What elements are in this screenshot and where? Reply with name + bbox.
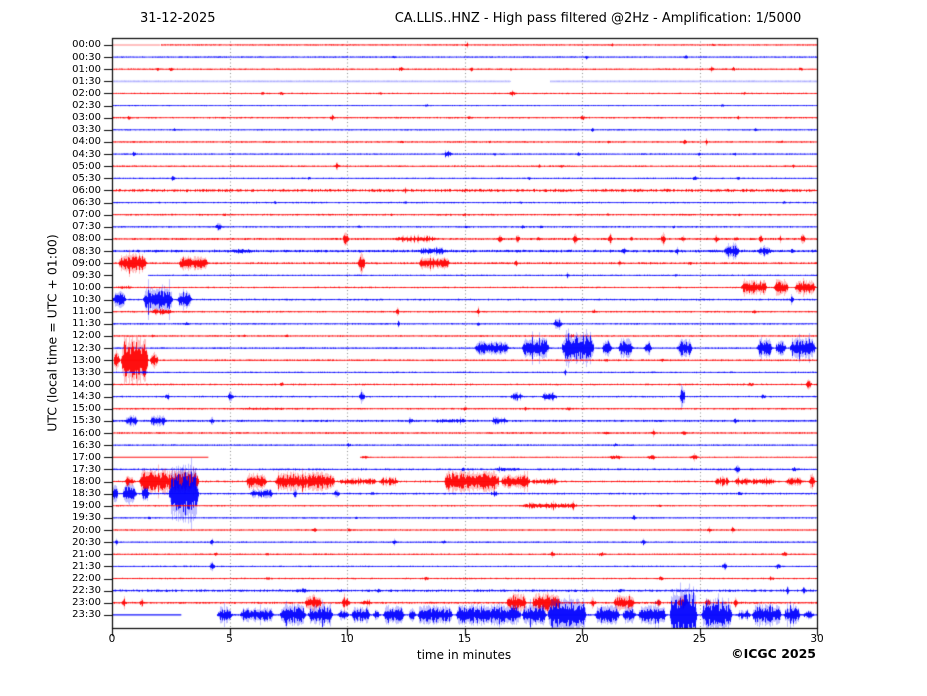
y-tick-label: 16:30	[72, 439, 101, 451]
y-tick-label: 17:30	[72, 463, 101, 475]
y-tick-label: 20:00	[72, 524, 101, 536]
y-tick-label: 19:00	[72, 500, 101, 512]
y-tick-label: 01:30	[72, 75, 101, 87]
copyright-label: ©ICGC 2025	[731, 646, 816, 661]
y-tick-label: 14:00	[72, 378, 101, 390]
y-tick-label: 08:30	[72, 245, 101, 257]
y-tick-label: 13:00	[72, 354, 101, 366]
y-tick-label: 00:00	[72, 39, 101, 51]
y-tick-label: 17:00	[72, 451, 101, 463]
y-tick-label: 15:00	[72, 403, 101, 415]
y-tick-label: 16:00	[72, 427, 101, 439]
y-tick-label: 23:00	[72, 597, 101, 609]
y-tick-label: 06:30	[72, 197, 101, 209]
y-tick-label: 09:30	[72, 269, 101, 281]
x-tick-label: 10	[340, 633, 354, 645]
y-tick-label: 18:00	[72, 476, 101, 487]
y-axis-title: UTC (local time = UTC + 01:00)	[44, 234, 60, 432]
y-tick-label: 15:30	[72, 415, 101, 427]
x-tick-label: 25	[692, 633, 707, 645]
y-tick-label: 04:00	[72, 136, 101, 148]
y-tick-label: 11:30	[72, 318, 101, 330]
y-tick-label: 03:00	[72, 112, 101, 124]
x-tick-label: 5	[226, 633, 233, 645]
y-tick-label: 19:30	[72, 512, 101, 524]
y-tick-label: 14:30	[72, 391, 101, 403]
x-tick-label: 30	[810, 633, 824, 645]
x-tick-label: 15	[457, 633, 472, 645]
y-tick-label: 07:30	[72, 221, 101, 233]
y-tick-label: 20:30	[72, 536, 101, 548]
x-tick-label: 0	[108, 633, 116, 645]
y-tick-label: 01:00	[72, 63, 101, 75]
y-tick-label: 04:30	[72, 148, 101, 160]
y-tick-label: 22:30	[72, 585, 101, 597]
y-tick-label: 05:30	[72, 172, 101, 184]
y-tick-label: 13:30	[72, 366, 101, 378]
y-tick-label: 02:00	[72, 87, 101, 99]
y-tick-label: 09:00	[72, 257, 101, 269]
y-tick-label: 08:00	[72, 233, 101, 245]
x-tick-label: 20	[575, 633, 589, 645]
y-tick-label: 00:30	[72, 51, 101, 63]
y-tick-label: 23:30	[72, 609, 101, 621]
y-tick-label: 03:30	[72, 124, 101, 136]
y-tick-label: 06:00	[72, 184, 101, 196]
y-tick-label: 07:00	[72, 209, 101, 221]
x-axis-title: time in minutes	[416, 648, 512, 662]
y-tick-label: 21:00	[72, 548, 101, 560]
y-tick-label: 12:00	[72, 330, 101, 342]
y-tick-label: 10:00	[72, 281, 101, 293]
y-tick-label: 11:00	[72, 306, 101, 318]
y-tick-label: 02:30	[72, 100, 101, 112]
y-tick-label: 12:30	[72, 342, 101, 354]
y-tick-label: 05:00	[72, 160, 101, 172]
y-tick-label: 18:30	[72, 488, 101, 500]
y-tick-label: 22:00	[72, 573, 101, 585]
y-tick-label: 10:30	[72, 294, 101, 306]
y-tick-label: 21:30	[72, 560, 101, 572]
